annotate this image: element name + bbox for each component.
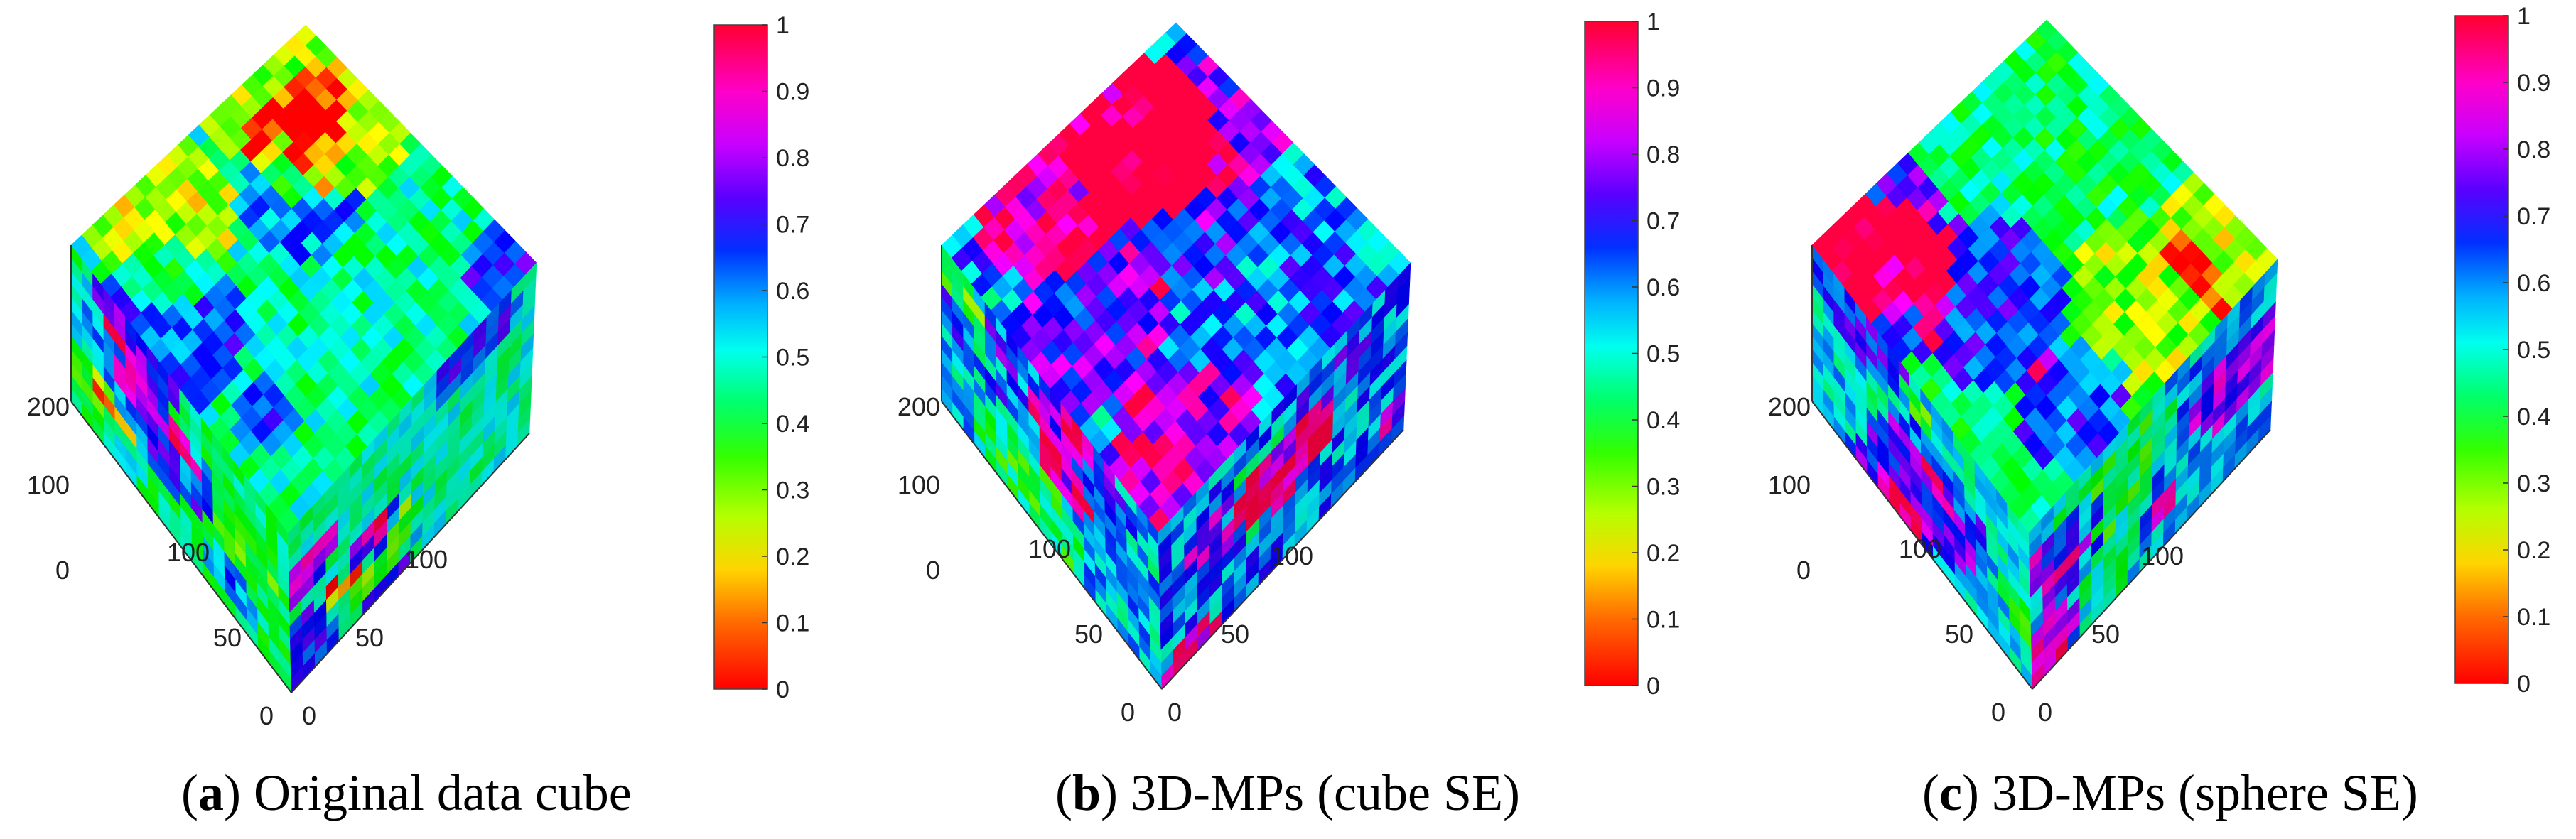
z-tick-label: 0 bbox=[1796, 556, 1811, 585]
colorbar-tick-label: 0.6 bbox=[1647, 274, 1680, 301]
colorbar-tick-label: 0.5 bbox=[2517, 337, 2550, 364]
y-tick-label: 100 bbox=[405, 545, 448, 574]
y-tick-label: 100 bbox=[1271, 541, 1313, 570]
caption-a-letter: a bbox=[198, 764, 224, 821]
colorbar-tick-label: 0.7 bbox=[1647, 208, 1680, 235]
colorbar-tick-label: 0.8 bbox=[1647, 141, 1680, 168]
y-tick-label: 50 bbox=[1221, 619, 1249, 649]
colorbar-tick-label: 0.4 bbox=[776, 411, 809, 438]
colorbar-tick-label: 0 bbox=[776, 676, 789, 703]
colorbar-tick-label: 0 bbox=[1647, 673, 1660, 700]
colorbar-tick-label: 0.3 bbox=[1647, 474, 1680, 501]
colorbar-tick-label: 0.4 bbox=[2517, 404, 2550, 431]
x-tick-label: 100 bbox=[1899, 534, 1941, 563]
panels: 010020005010005010000.10.20.30.40.50.60.… bbox=[27, 3, 2550, 730]
z-tick-label: 100 bbox=[27, 470, 70, 499]
cube-left-face-shade bbox=[942, 245, 1162, 689]
x-tick-label: 0 bbox=[1991, 698, 2005, 727]
colorbar-tick-label: 0.3 bbox=[2517, 470, 2550, 497]
colorbar-tick-label: 1 bbox=[2517, 3, 2531, 30]
colorbar bbox=[1584, 21, 1639, 686]
colorbar bbox=[2454, 15, 2509, 684]
z-tick-label: 200 bbox=[898, 392, 940, 421]
cube-right-face-shade bbox=[1158, 263, 1411, 689]
colorbar-tick-label: 0.1 bbox=[2517, 604, 2550, 631]
colorbar bbox=[713, 24, 768, 690]
z-tick-label: 100 bbox=[1768, 470, 1811, 499]
colorbar-tick-label: 0.6 bbox=[2517, 270, 2550, 297]
colorbar-tick-label: 0.2 bbox=[776, 543, 809, 570]
cube-right-face-shade bbox=[288, 263, 537, 693]
panel-a: 0 100 200 0 50 100 0 50 100 0 0.1 0.2 0.3 0.4 0.5 0.6 0.… bbox=[27, 12, 809, 730]
z-tick-label: 0 bbox=[926, 556, 940, 585]
caption-a: (a) Original data cube bbox=[181, 764, 632, 821]
colorbar-tick-label: 0.7 bbox=[776, 212, 809, 239]
x-tick-label: 50 bbox=[1945, 619, 1973, 649]
colorbar-tick-label: 0.5 bbox=[776, 345, 809, 372]
x-tick-label: 50 bbox=[213, 623, 242, 652]
y-tick-label: 50 bbox=[2091, 619, 2120, 649]
x-tick-label: 50 bbox=[1074, 619, 1103, 649]
colorbar-tick-label: 0.6 bbox=[776, 278, 809, 305]
x-axis-line bbox=[70, 401, 292, 693]
colorbar-tick-label: 0.4 bbox=[1647, 407, 1680, 434]
x-tick-label: 100 bbox=[1028, 534, 1071, 563]
x-tick-label: 0 bbox=[1121, 698, 1135, 727]
caption-a-text: Original data cube bbox=[253, 764, 632, 821]
caption-b-letter: b bbox=[1072, 764, 1101, 821]
y-tick-label: 100 bbox=[2141, 541, 2184, 570]
colorbar-tick-label: 1 bbox=[1647, 9, 1660, 36]
colorbar-tick-label: 0.1 bbox=[776, 610, 809, 637]
caption-b-text: 3D-MPs (cube SE) bbox=[1131, 764, 1520, 821]
y-tick-label: 50 bbox=[355, 623, 384, 652]
cube-top-face bbox=[941, 22, 1411, 534]
cube-top-face bbox=[1811, 19, 2278, 534]
z-tick-label: 100 bbox=[898, 470, 940, 499]
colorbar-tick-label: 1 bbox=[776, 12, 789, 39]
y-tick-label: 0 bbox=[302, 701, 316, 730]
z-tick-label: 200 bbox=[27, 392, 70, 421]
y-tick-label: 0 bbox=[2038, 698, 2052, 727]
x-axis-line bbox=[941, 401, 1163, 690]
cube-right-face bbox=[1158, 262, 1411, 690]
z-tick-label: 0 bbox=[55, 556, 70, 585]
colorbar-tick-label: 0.5 bbox=[1647, 341, 1680, 368]
colorbar-tick-label: 0.1 bbox=[1647, 607, 1680, 634]
colorbar-tick-label: 0.9 bbox=[1647, 75, 1680, 102]
caption-b: (b) 3D-MPs (cube SE) bbox=[1055, 764, 1520, 821]
colorbar-tick-label: 0.8 bbox=[776, 145, 809, 172]
y-tick-label: 0 bbox=[1168, 698, 1182, 727]
colorbar-tick-label: 0 bbox=[2517, 671, 2531, 698]
colorbar-tick-label: 0.9 bbox=[776, 79, 809, 106]
cube-left-face-shade bbox=[71, 245, 291, 693]
y-axis-line bbox=[291, 433, 530, 693]
cube-left-face bbox=[941, 244, 1163, 690]
colorbar-tick-label: 0.2 bbox=[2517, 537, 2550, 564]
colorbar-tick-label: 0.9 bbox=[2517, 70, 2550, 97]
x-tick-label: 0 bbox=[259, 701, 274, 730]
x-tick-label: 100 bbox=[167, 538, 210, 567]
z-tick-label: 200 bbox=[1768, 392, 1811, 421]
colorbar-tick-label: 0.3 bbox=[776, 477, 809, 504]
caption-c-text: 3D-MPs (sphere SE) bbox=[1991, 764, 2418, 821]
colorbar-tick-label: 0.7 bbox=[2517, 203, 2550, 230]
caption-c: (c) 3D-MPs (sphere SE) bbox=[1922, 764, 2418, 821]
panel-c: 0 100 200 0 50 100 0 50 100 0 0.1 0.2 0.3 0.4 0.5 0.6 0.… bbox=[1768, 3, 2550, 727]
cube-top-face bbox=[70, 24, 537, 534]
y-axis-line bbox=[1161, 429, 1404, 690]
caption-c-letter: c bbox=[1939, 764, 1962, 821]
panel-b: 0 100 200 0 50 100 0 50 100 0 0.1 0.2 0.3 0.4 0.5 0.6 0.… bbox=[898, 9, 1680, 727]
cube-right-face bbox=[287, 262, 537, 693]
colorbar-tick-label: 0.8 bbox=[2517, 136, 2550, 163]
cube-left-face bbox=[70, 244, 292, 693]
colorbar-tick-label: 0.2 bbox=[1647, 540, 1680, 567]
